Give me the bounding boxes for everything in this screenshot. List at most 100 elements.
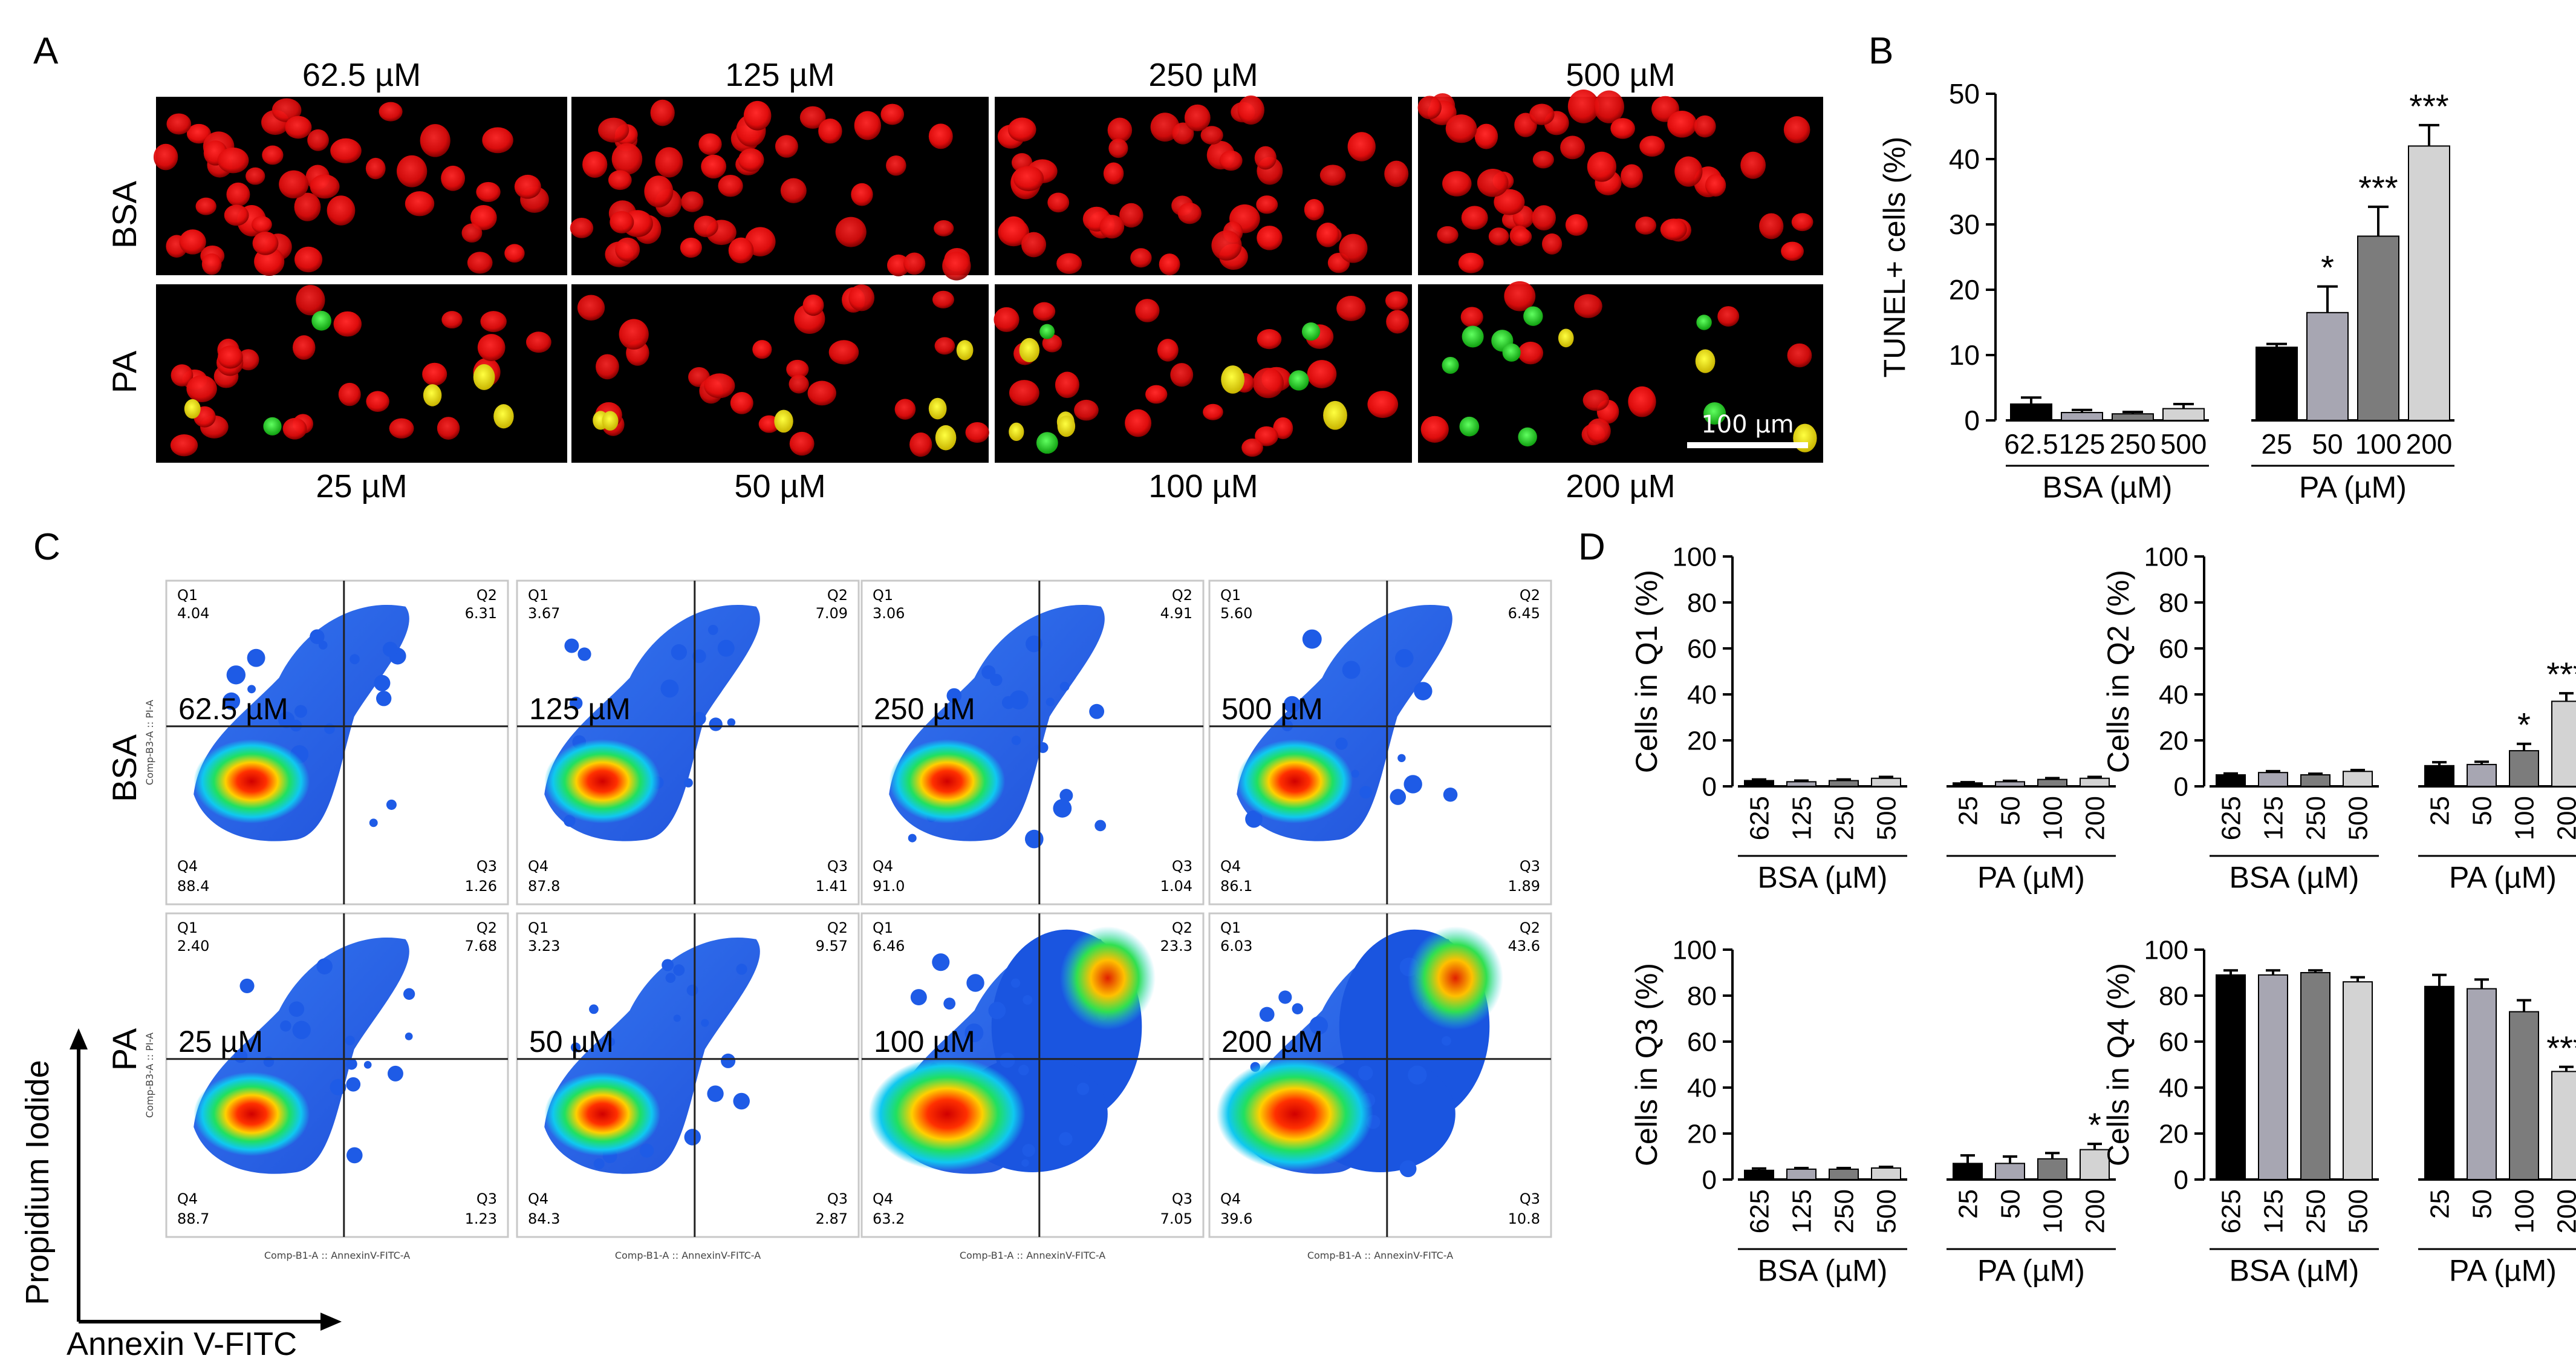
y-tick-label: 40 bbox=[1949, 143, 1980, 175]
nucleus bbox=[1055, 371, 1079, 399]
nucleus bbox=[799, 106, 826, 129]
category-label: 625 bbox=[2216, 1189, 2246, 1233]
nucleus bbox=[226, 182, 250, 207]
event-dot bbox=[943, 997, 956, 1010]
tunel-positive-nucleus bbox=[1518, 427, 1537, 447]
category-label: 25 bbox=[1953, 1189, 1983, 1219]
nucleus bbox=[1477, 168, 1509, 197]
nucleus bbox=[1460, 307, 1483, 328]
event-dot bbox=[671, 644, 688, 661]
tunel-positive-nucleus bbox=[1039, 324, 1055, 339]
nucleus bbox=[655, 147, 683, 178]
q3-value: 1.23 bbox=[465, 1210, 497, 1227]
nucleus bbox=[525, 331, 551, 353]
event-dot bbox=[1000, 1052, 1015, 1068]
nucleus bbox=[186, 375, 217, 402]
nucleus bbox=[994, 307, 1020, 332]
tunel-positive-nucleus bbox=[1462, 325, 1484, 348]
y-tick-label: 40 bbox=[2159, 1073, 2188, 1103]
q4-value: 39.6 bbox=[1220, 1210, 1252, 1227]
q4-bar-chart: 0 20 40 60 80 100 Cells in Q4 (%) 625 125 250 500 2… bbox=[2101, 935, 2576, 1288]
nucleus bbox=[1316, 223, 1339, 247]
bar-0 bbox=[2010, 403, 2052, 421]
significance-mark: *** bbox=[2546, 1029, 2576, 1067]
category-label: 125 bbox=[1787, 796, 1817, 840]
nucleus bbox=[1339, 233, 1368, 263]
y-tick-label: 60 bbox=[1687, 634, 1717, 664]
nucleus bbox=[932, 290, 954, 308]
nucleus bbox=[330, 138, 362, 164]
nucleus bbox=[1458, 252, 1484, 273]
event-dot bbox=[639, 1143, 654, 1158]
event-dot bbox=[673, 964, 685, 976]
event-dot bbox=[405, 1033, 413, 1040]
q2-value: 9.57 bbox=[816, 938, 848, 954]
q1-value: 6.46 bbox=[873, 938, 905, 954]
bar-2 bbox=[1829, 780, 1859, 787]
flow-dose-label: 200 µM bbox=[1221, 1025, 1323, 1059]
bar-2 bbox=[2300, 972, 2330, 1180]
nucleus bbox=[1130, 248, 1152, 268]
category-label: 200 bbox=[2080, 796, 2110, 840]
bar-7 bbox=[2080, 1149, 2110, 1180]
q1-value: 4.04 bbox=[177, 605, 209, 622]
category-label: 125 bbox=[2259, 1189, 2288, 1233]
bar-4 bbox=[1953, 782, 1983, 788]
nucleus bbox=[1135, 299, 1160, 322]
dose-label-bottom-1: 50 µM bbox=[734, 468, 825, 504]
row-label-bsa: BSA bbox=[105, 180, 143, 249]
event-dot bbox=[1094, 820, 1107, 832]
tunel-positive-nucleus bbox=[311, 310, 332, 331]
dose-label-bottom-2: 100 µM bbox=[1148, 468, 1258, 504]
flow-dose-label: 62.5 µM bbox=[178, 692, 288, 726]
category-label: 50 bbox=[2312, 428, 2343, 460]
event-dot bbox=[1395, 649, 1414, 668]
nucleus bbox=[1159, 253, 1180, 276]
y-axis-label: TUNEL+ cells (%) bbox=[1878, 137, 1911, 378]
bar-7 bbox=[2551, 1071, 2576, 1181]
nucleus bbox=[285, 116, 312, 139]
dose-label-top-2: 250 µM bbox=[1148, 57, 1258, 93]
nucleus bbox=[780, 178, 807, 203]
row-label-pa: PA bbox=[105, 350, 143, 393]
nucleus bbox=[1219, 150, 1243, 171]
event-dot bbox=[1001, 696, 1015, 710]
event-dot bbox=[1011, 736, 1021, 745]
y-tick-label: 50 bbox=[1949, 78, 1980, 109]
y-tick-label: 100 bbox=[2144, 935, 2188, 965]
y-tick-label: 20 bbox=[1687, 1119, 1717, 1149]
tunel-positive-nucleus bbox=[1442, 356, 1459, 374]
dose-label-bottom-3: 200 µM bbox=[1566, 468, 1675, 504]
group-label-0: BSA (µM) bbox=[2230, 861, 2360, 895]
nucleus bbox=[379, 102, 403, 122]
flow-dose-label: 125 µM bbox=[529, 692, 631, 726]
nucleus bbox=[1694, 115, 1716, 138]
q1-name: Q1 bbox=[873, 919, 893, 936]
nucleus bbox=[730, 391, 753, 414]
event-dot bbox=[569, 696, 583, 710]
q4-value: 88.4 bbox=[177, 878, 209, 895]
nucleus bbox=[1257, 329, 1282, 350]
event-dot bbox=[1358, 1065, 1373, 1081]
flow-plot-5: Q1 3.23 Q2 9.57 Q3 2.87 Q4 84.3 50 µM Comp-B1-A :… bbox=[516, 912, 860, 1261]
event-dot bbox=[226, 665, 246, 685]
density-hotspot bbox=[194, 1072, 310, 1157]
q4-name: Q4 bbox=[177, 1190, 198, 1207]
nucleus bbox=[1307, 360, 1337, 388]
q3-value: 2.87 bbox=[816, 1210, 848, 1227]
nucleus bbox=[1445, 114, 1477, 143]
y-tick-label: 30 bbox=[1949, 209, 1980, 240]
event-dot bbox=[673, 1014, 681, 1022]
event-dot bbox=[564, 638, 579, 653]
event-dot bbox=[717, 639, 735, 657]
q4-name: Q4 bbox=[873, 858, 893, 875]
event-dot bbox=[1247, 815, 1258, 826]
nucleus bbox=[1021, 232, 1047, 258]
x-axis-label-annexin: Annexin V-FITC bbox=[67, 1326, 297, 1362]
event-dot bbox=[1442, 1036, 1451, 1046]
category-label: 50 bbox=[2467, 1189, 2497, 1219]
panel-c: C BSA PA Propidium Iodide Annexin V-FITC… bbox=[19, 526, 1552, 1362]
event-dot bbox=[1309, 1016, 1329, 1035]
category-label: 200 bbox=[2080, 1189, 2110, 1233]
